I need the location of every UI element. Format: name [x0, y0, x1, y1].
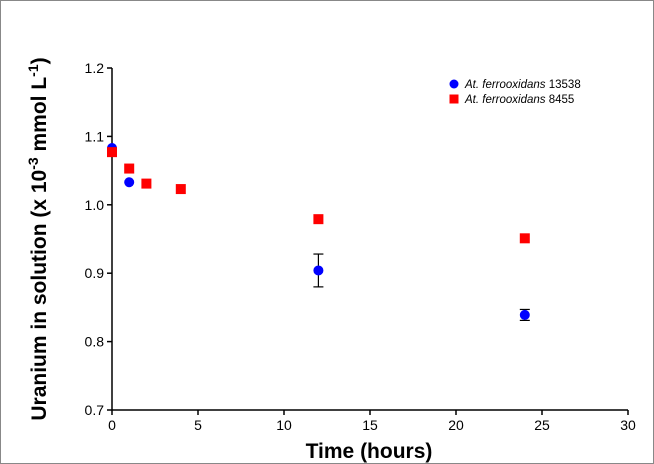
data-marks	[107, 143, 530, 321]
data-point-square	[141, 178, 152, 189]
legend-marker-circle	[449, 79, 459, 89]
x-tick-label: 25	[534, 417, 550, 433]
y-axis-title-middle: mmol L	[28, 77, 51, 158]
x-tick-label: 5	[194, 417, 202, 433]
x-axis-title: Time (hours)	[306, 440, 433, 463]
data-point-circle	[124, 177, 135, 188]
legend-label-number: 8455	[546, 94, 575, 106]
y-tick-label: 0.8	[85, 334, 105, 350]
ticks: 0 5 10 15 20 25 30 0.7 0.8 0.9 1.0 1.1 1.2	[85, 60, 636, 433]
legend-label-italic: At. ferrooxidans	[464, 79, 546, 91]
x-tick-label: 10	[276, 417, 292, 433]
legend-label-italic: At. ferrooxidans	[464, 94, 546, 106]
x-tick-label: 15	[362, 417, 378, 433]
x-tick-label: 0	[108, 417, 116, 433]
data-point-square	[313, 214, 324, 225]
data-point-square	[124, 163, 135, 174]
y-axis-title-prefix: Uranium in solution (x 10	[28, 170, 51, 421]
y-axis-title-exp1: -3	[25, 157, 41, 170]
y-axis-title-suffix: )	[28, 57, 51, 64]
data-point-circle	[519, 309, 530, 320]
data-point-square	[107, 147, 117, 158]
legend-marker-square	[449, 94, 459, 104]
y-tick-label: 0.9	[85, 265, 105, 281]
y-tick-label: 1.1	[85, 128, 105, 144]
x-tick-label: 30	[620, 417, 636, 433]
y-tick-label: 1.2	[85, 60, 105, 76]
y-tick-label: 1.0	[85, 197, 105, 213]
x-tick-label: 20	[448, 417, 464, 433]
legend-label-number: 13538	[546, 79, 581, 91]
data-point-circle	[313, 265, 324, 276]
data-point-square	[519, 233, 530, 244]
y-axis-title: Uranium in solution (x 10-3 mmol L-1)	[25, 57, 51, 420]
y-axis-title-exp2: -1	[25, 64, 41, 77]
legend-label: At. ferrooxidans 8455	[464, 94, 574, 106]
data-point-square	[175, 184, 186, 195]
y-tick-label: 0.7	[85, 402, 105, 418]
legend-label: At. ferrooxidans 13538	[464, 79, 581, 91]
axes	[111, 68, 628, 411]
